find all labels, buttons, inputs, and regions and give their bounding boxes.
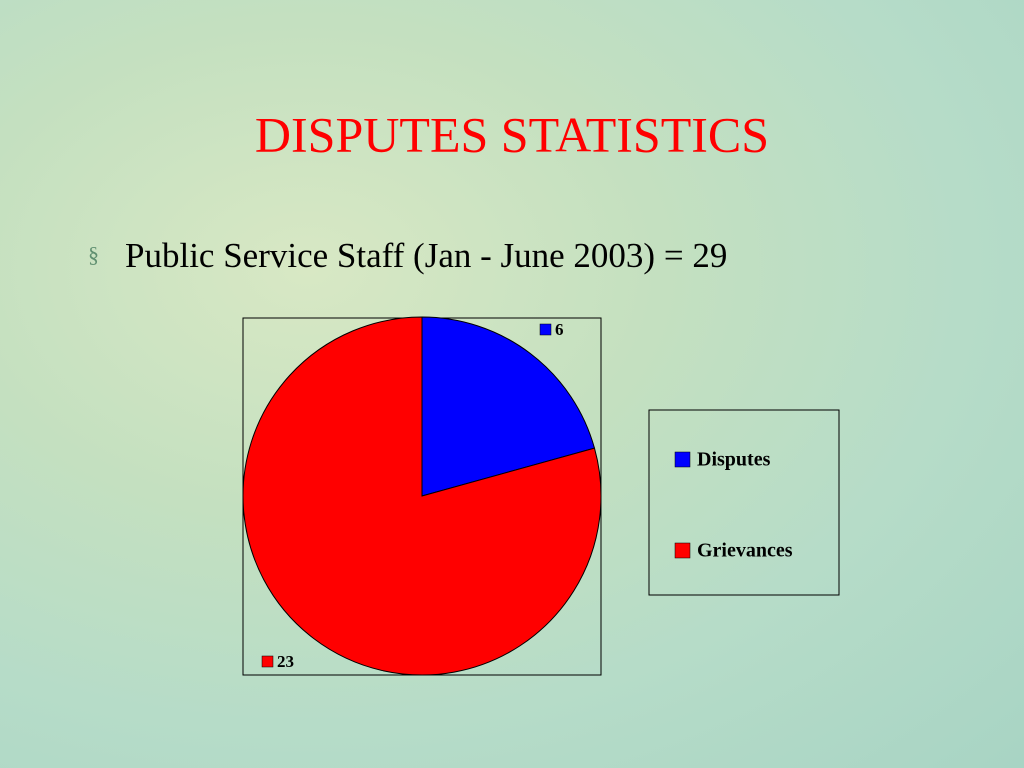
bullet-text: Public Service Staff (Jan - June 2003) =… bbox=[125, 236, 727, 275]
legend-key bbox=[674, 451, 691, 468]
data-label: 6 bbox=[555, 320, 564, 339]
legend-label: Grievances bbox=[697, 540, 793, 562]
bullet: § bbox=[88, 242, 99, 267]
legend-frame bbox=[648, 409, 840, 596]
pie-slice bbox=[242, 316, 602, 676]
legend-key bbox=[674, 542, 691, 559]
legend-label: Disputes bbox=[697, 449, 771, 471]
data-label: 23 bbox=[277, 652, 294, 671]
slide-title: DISPUTES STATISTICS bbox=[255, 106, 769, 162]
data-label-key bbox=[261, 655, 274, 668]
data-label-key bbox=[539, 323, 552, 336]
pie-slice bbox=[421, 316, 596, 497]
